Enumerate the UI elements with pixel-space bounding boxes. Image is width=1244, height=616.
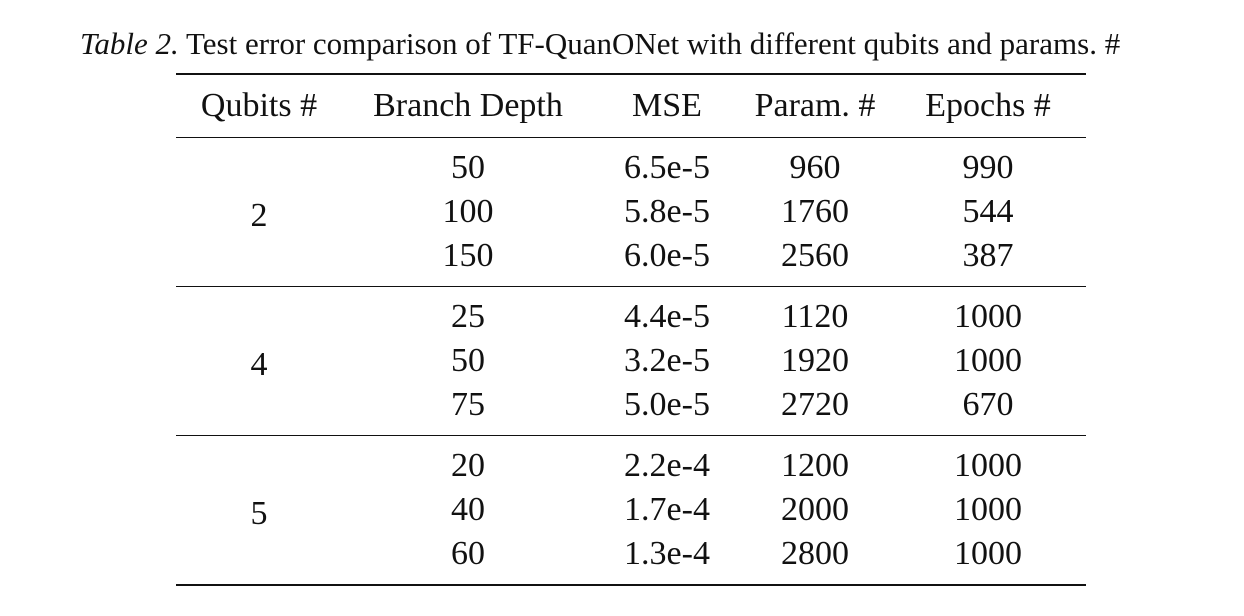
header-epochs: Epochs # <box>925 87 1051 124</box>
depth-cell: 150 <box>442 237 494 274</box>
mse-cell: 1.7e-4 <box>624 491 710 528</box>
table-group-qubits-2: 2 50 6.5e-5 960 990 100 5.8e-5 1760 544 … <box>176 138 1086 287</box>
depth-cell: 20 <box>451 447 485 484</box>
epochs-cell: 1000 <box>954 491 1022 528</box>
depth-cell: 25 <box>451 298 485 335</box>
mse-cell: 4.4e-5 <box>624 298 710 335</box>
epochs-cell: 544 <box>962 193 1014 230</box>
qubits-cell: 4 <box>250 346 268 383</box>
epochs-cell: 387 <box>962 237 1014 274</box>
depth-cell: 60 <box>451 535 485 572</box>
epochs-cell: 670 <box>962 386 1014 423</box>
header-branch-depth: Branch Depth <box>373 87 563 124</box>
table-group-qubits-5: 5 20 2.2e-4 1200 1000 40 1.7e-4 2000 100… <box>176 436 1086 585</box>
epochs-cell: 1000 <box>954 447 1022 484</box>
header-row: Qubits # Branch Depth MSE Param. # Epoch… <box>176 74 1086 138</box>
params-cell: 2800 <box>781 535 849 572</box>
mse-cell: 1.3e-4 <box>624 535 710 572</box>
depth-cell: 75 <box>451 386 485 423</box>
header-params: Param. # <box>754 87 876 124</box>
mse-cell: 6.5e-5 <box>624 149 710 186</box>
epochs-cell: 1000 <box>954 535 1022 572</box>
params-cell: 960 <box>789 149 841 186</box>
caption-label: Table 2. <box>80 26 179 61</box>
table-row: 50 3.2e-5 1920 1000 <box>176 339 1086 383</box>
epochs-cell: 1000 <box>954 342 1022 379</box>
table-row: 150 6.0e-5 2560 387 <box>176 234 1086 287</box>
params-cell: 1920 <box>781 342 849 379</box>
table-row: 5 20 2.2e-4 1200 1000 <box>176 436 1086 532</box>
qubits-cell: 2 <box>250 197 268 234</box>
table-row: 75 5.0e-5 2720 670 <box>176 383 1086 436</box>
mse-cell: 6.0e-5 <box>624 237 710 274</box>
depth-cell: 50 <box>451 149 485 186</box>
results-table-container: Qubits # Branch Depth MSE Param. # Epoch… <box>176 73 1086 586</box>
table-group-qubits-4: 4 25 4.4e-5 1120 1000 50 3.2e-5 1920 100… <box>176 287 1086 436</box>
header-qubits: Qubits # <box>200 87 318 124</box>
depth-cell: 40 <box>451 491 485 528</box>
table-row: 100 5.8e-5 1760 544 <box>176 190 1086 234</box>
mse-cell: 5.8e-5 <box>624 193 710 230</box>
table-row: 2 50 6.5e-5 960 990 <box>176 138 1086 234</box>
params-cell: 2000 <box>781 491 849 528</box>
table-caption: Table 2. Test error comparison of TF-Qua… <box>80 24 1120 64</box>
params-cell: 2560 <box>781 237 849 274</box>
depth-cell: 100 <box>442 193 494 230</box>
header-mse: MSE <box>632 87 702 124</box>
qubits-cell: 5 <box>250 495 268 532</box>
epochs-cell: 1000 <box>954 298 1022 335</box>
params-cell: 1760 <box>781 193 849 230</box>
table-row: 60 1.3e-4 2800 1000 <box>176 532 1086 585</box>
params-cell: 2720 <box>781 386 849 423</box>
results-table: Qubits # Branch Depth MSE Param. # Epoch… <box>176 73 1086 586</box>
table-header: Qubits # Branch Depth MSE Param. # Epoch… <box>176 74 1086 138</box>
table-row: 4 25 4.4e-5 1120 1000 <box>176 287 1086 383</box>
depth-cell: 50 <box>451 342 485 379</box>
params-cell: 1120 <box>781 298 849 335</box>
mse-cell: 2.2e-4 <box>624 447 710 484</box>
table-row: 40 1.7e-4 2000 1000 <box>176 488 1086 532</box>
epochs-cell: 990 <box>962 149 1014 186</box>
mse-cell: 5.0e-5 <box>624 386 710 423</box>
params-cell: 1200 <box>781 447 849 484</box>
caption-text: Test error comparison of TF-QuanONet wit… <box>185 26 1121 61</box>
mse-cell: 3.2e-5 <box>624 342 710 379</box>
